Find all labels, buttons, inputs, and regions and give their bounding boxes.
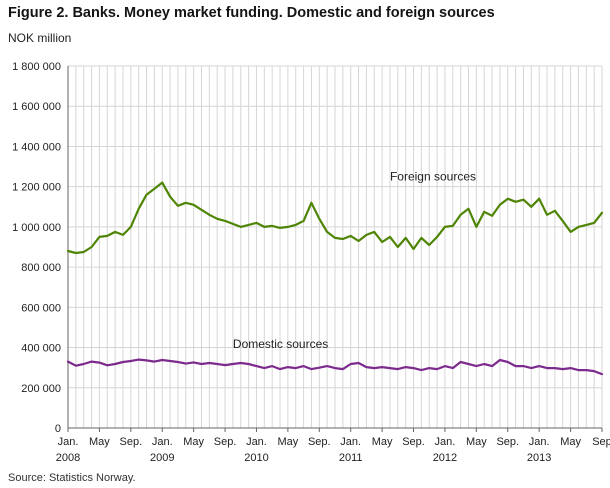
- x-tick-label: Jan.: [529, 436, 550, 448]
- series-line-domestic-sources: [66, 358, 604, 376]
- x-tick-label: Jan.: [435, 436, 456, 448]
- x-tick-label: Jan.: [58, 436, 79, 448]
- x-tick-label: May: [560, 436, 581, 448]
- x-tick-label: May: [277, 436, 298, 448]
- y-tick-label: 200 000: [21, 383, 61, 395]
- source-note: Source: Statistics Norway.: [8, 472, 136, 484]
- x-tick-label: Jan.: [246, 436, 267, 448]
- line-chart: 0 200 000 400 000 600 000 800 000 1 000 000 1 …: [12, 61, 610, 464]
- x-year-label: 2011: [339, 452, 363, 464]
- series-label-foreign-sources: Foreign sources: [390, 170, 476, 184]
- y-tick-label: 1 200 000: [12, 182, 61, 194]
- x-tick-label: May: [466, 436, 487, 448]
- x-tick-label: May: [183, 436, 204, 448]
- y-tick-label: 1 400 000: [12, 141, 61, 153]
- x-tick-label: Sep.: [214, 436, 237, 448]
- x-tick-label: May: [372, 436, 393, 448]
- x-tick-label: Sep.: [308, 436, 331, 448]
- y-tick-label: 1 800 000: [12, 61, 61, 73]
- y-tick-label: 0: [55, 423, 61, 435]
- x-year-label: 2009: [150, 452, 174, 464]
- y-tick-label: 400 000: [21, 343, 61, 355]
- x-tick-label: Jan.: [340, 436, 361, 448]
- x-year-label: 2013: [527, 452, 551, 464]
- y-tick-label: 800 000: [21, 262, 61, 274]
- x-tick-label: Sep.: [496, 436, 519, 448]
- series-line-foreign-sources: [66, 181, 604, 255]
- x-year-label: 2008: [56, 452, 80, 464]
- x-tick-label: Jan.: [152, 436, 173, 448]
- series-label-domestic-sources: Domestic sources: [233, 337, 328, 351]
- x-tick-label: May: [89, 436, 110, 448]
- x-tick-label: Sep: [592, 436, 610, 448]
- x-year-label: 2010: [244, 452, 268, 464]
- y-axis-unit-label: NOK million: [8, 31, 72, 45]
- y-tick-label: 1 000 000: [12, 222, 61, 234]
- y-tick-label: 1 600 000: [12, 101, 61, 113]
- x-year-label: 2012: [433, 452, 457, 464]
- y-tick-label: 600 000: [21, 302, 61, 314]
- figure-title: Figure 2. Banks. Money market funding. D…: [8, 5, 495, 21]
- x-tick-label: Sep.: [402, 436, 425, 448]
- x-tick-label: Sep.: [120, 436, 143, 448]
